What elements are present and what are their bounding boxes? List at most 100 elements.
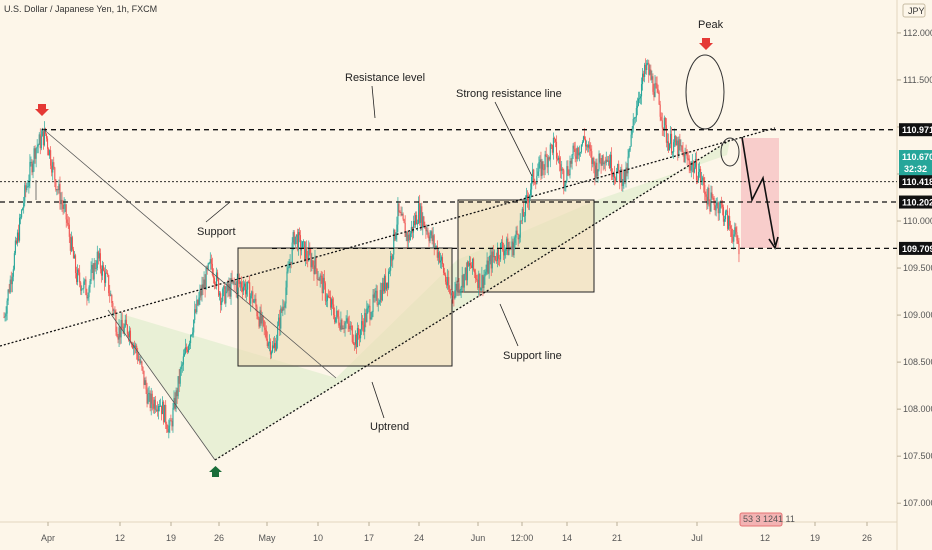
candle-body — [361, 321, 363, 330]
candle-body — [430, 231, 432, 236]
candle-body — [113, 310, 115, 312]
candle-body — [50, 150, 52, 166]
candle-body — [324, 283, 326, 301]
candle-body — [681, 145, 683, 151]
candle-body — [469, 263, 472, 266]
candle-body — [734, 227, 736, 235]
candle-body — [563, 170, 565, 188]
candle-body — [495, 260, 497, 261]
bottom-badge-bg — [739, 512, 783, 527]
candle-body — [235, 283, 237, 293]
candle-body — [466, 261, 468, 281]
candle-body — [207, 263, 209, 270]
candle-body — [41, 131, 43, 137]
candle-body — [519, 220, 521, 238]
candle-body — [392, 254, 394, 261]
x-tick-label: 24 — [414, 533, 424, 543]
x-tick-label: 26 — [214, 533, 224, 543]
candle-body — [340, 319, 342, 330]
currency-badge-bg — [902, 3, 926, 18]
candle-body — [470, 265, 473, 269]
candle-body — [178, 376, 180, 384]
candle-body — [551, 145, 553, 153]
candle-body — [648, 62, 650, 75]
candle-body — [723, 219, 726, 222]
candle-body — [476, 278, 478, 280]
candle-body — [270, 351, 272, 355]
candle-body — [153, 399, 155, 409]
candle-body — [453, 296, 455, 299]
candle-body — [108, 275, 110, 294]
candle-body — [15, 240, 17, 244]
candle-body — [719, 202, 721, 209]
candle-body — [511, 241, 513, 250]
candle-body — [455, 283, 457, 291]
candle-body — [212, 275, 214, 278]
candle-body — [191, 334, 193, 336]
candle-body — [85, 279, 87, 295]
candle-body — [409, 233, 411, 241]
candle-body — [492, 251, 494, 258]
candle-body — [299, 235, 302, 251]
candle-body — [412, 220, 415, 233]
candle-body — [159, 405, 162, 407]
candle-body — [420, 206, 422, 223]
arrow-down-icon — [35, 104, 49, 116]
candle-body — [227, 283, 229, 291]
candle-body — [426, 230, 428, 232]
candle-body — [731, 228, 733, 237]
candle-body — [80, 282, 82, 291]
candle-body — [7, 289, 9, 301]
y-tick-label: 108.500 — [903, 357, 932, 367]
candle-body — [377, 304, 379, 306]
bottom-badge: 53 3 1241 11 — [743, 514, 795, 524]
candle-body — [72, 249, 75, 259]
candle-body — [465, 267, 467, 281]
candle-body — [439, 260, 441, 263]
candle-body — [539, 159, 541, 162]
candle-body — [214, 284, 217, 286]
candle-body — [109, 293, 111, 296]
candle-body — [428, 236, 430, 242]
candle-body — [645, 64, 647, 70]
candle-body — [221, 301, 223, 305]
candle-body — [480, 288, 482, 291]
candle-body — [213, 277, 215, 285]
y-tick-label: 109.500 — [903, 263, 932, 273]
candle-body — [732, 236, 734, 242]
candle-body — [405, 232, 407, 238]
candle-body — [444, 272, 446, 275]
candle-body — [326, 295, 328, 301]
candle-body — [733, 234, 735, 242]
price-tag-label: 110.971 — [902, 125, 932, 135]
candle-body — [652, 76, 654, 92]
candle-body — [711, 192, 713, 198]
candle-body — [106, 272, 108, 274]
candle-body — [314, 256, 316, 275]
price-tags: 110.971 110.670 32:32 110.418 110.202 109.709 — [899, 123, 932, 255]
candle-body — [180, 365, 182, 369]
candle-body — [48, 148, 50, 156]
candle-body — [68, 224, 70, 237]
candle-body — [592, 157, 594, 164]
candle-body — [147, 393, 149, 404]
candle-body — [222, 289, 224, 302]
candle-body — [419, 203, 421, 223]
candle-body — [699, 168, 701, 172]
candle-body — [364, 313, 366, 332]
candle-body — [612, 173, 615, 177]
drawings-front — [0, 38, 897, 477]
candle-body — [383, 275, 385, 292]
candle-body — [239, 282, 241, 284]
candle-body — [690, 165, 692, 171]
candle-body — [552, 137, 554, 153]
pointer-support-line — [499, 303, 519, 347]
candle-body — [609, 154, 611, 168]
candle-body — [38, 134, 40, 145]
candle-body — [45, 133, 48, 139]
candle-body — [442, 264, 445, 273]
candle-body — [6, 300, 8, 314]
label-strong-resistance: Strong resistance line — [456, 88, 562, 100]
range-box-june — [457, 199, 595, 293]
